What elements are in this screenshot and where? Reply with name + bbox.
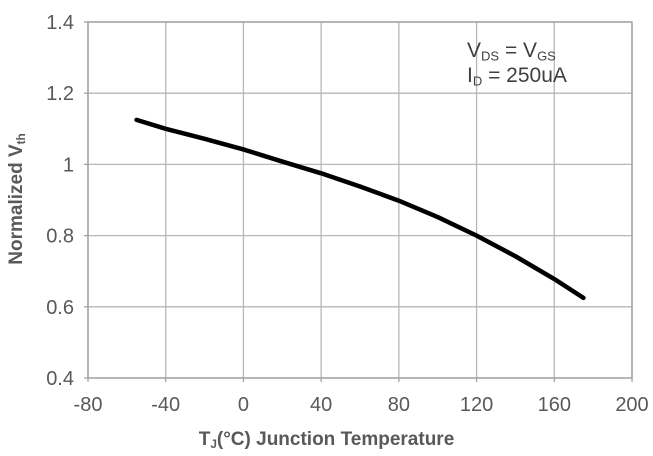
vgs-subscript: GS bbox=[537, 48, 556, 64]
x-tick-label: 40 bbox=[310, 394, 332, 416]
data-curve bbox=[134, 117, 586, 301]
x-tick-label: -80 bbox=[74, 394, 103, 416]
test-conditions-annotation: VDS = VGS ID = 250uA bbox=[467, 38, 567, 88]
x-axis-title-symbol: T bbox=[198, 429, 211, 450]
annotation-line-vds: VDS = VGS bbox=[467, 38, 567, 63]
x-axis-title-subscript: J bbox=[210, 437, 217, 451]
vds-subscript: DS bbox=[481, 48, 500, 64]
y-axis-title: Normalized Vth bbox=[6, 133, 28, 264]
vds-symbol: V bbox=[467, 39, 482, 62]
id-value: = 250uA bbox=[482, 64, 567, 87]
x-tick-label: -40 bbox=[151, 394, 180, 416]
y-tick-label: 0.8 bbox=[46, 226, 74, 248]
id-symbol: I bbox=[467, 64, 473, 87]
id-subscript: D bbox=[472, 73, 483, 89]
y-axis-title-subscript: th bbox=[14, 133, 28, 145]
x-tick-label: 200 bbox=[615, 394, 648, 416]
x-axis-title: TJ(°C) Junction Temperature bbox=[0, 429, 653, 451]
x-tick-label: 80 bbox=[388, 394, 410, 416]
y-tick-label: 0.6 bbox=[46, 297, 74, 319]
x-tick-label: 0 bbox=[238, 394, 249, 416]
x-tick-label: 120 bbox=[460, 394, 493, 416]
y-tick-label: 0.4 bbox=[46, 368, 74, 390]
equals-vgs: = V bbox=[499, 39, 538, 62]
annotation-line-id: ID = 250uA bbox=[467, 63, 567, 88]
plot-border bbox=[87, 21, 633, 379]
y-tick-label: 1.4 bbox=[46, 12, 74, 34]
y-tick-label: 1.2 bbox=[46, 83, 74, 105]
x-axis-title-text: (°C) Junction Temperature bbox=[216, 429, 455, 450]
x-tick-label: 160 bbox=[538, 394, 571, 416]
y-tick-label: 1 bbox=[63, 154, 74, 176]
y-axis-title-text: Normalized V bbox=[6, 144, 27, 265]
